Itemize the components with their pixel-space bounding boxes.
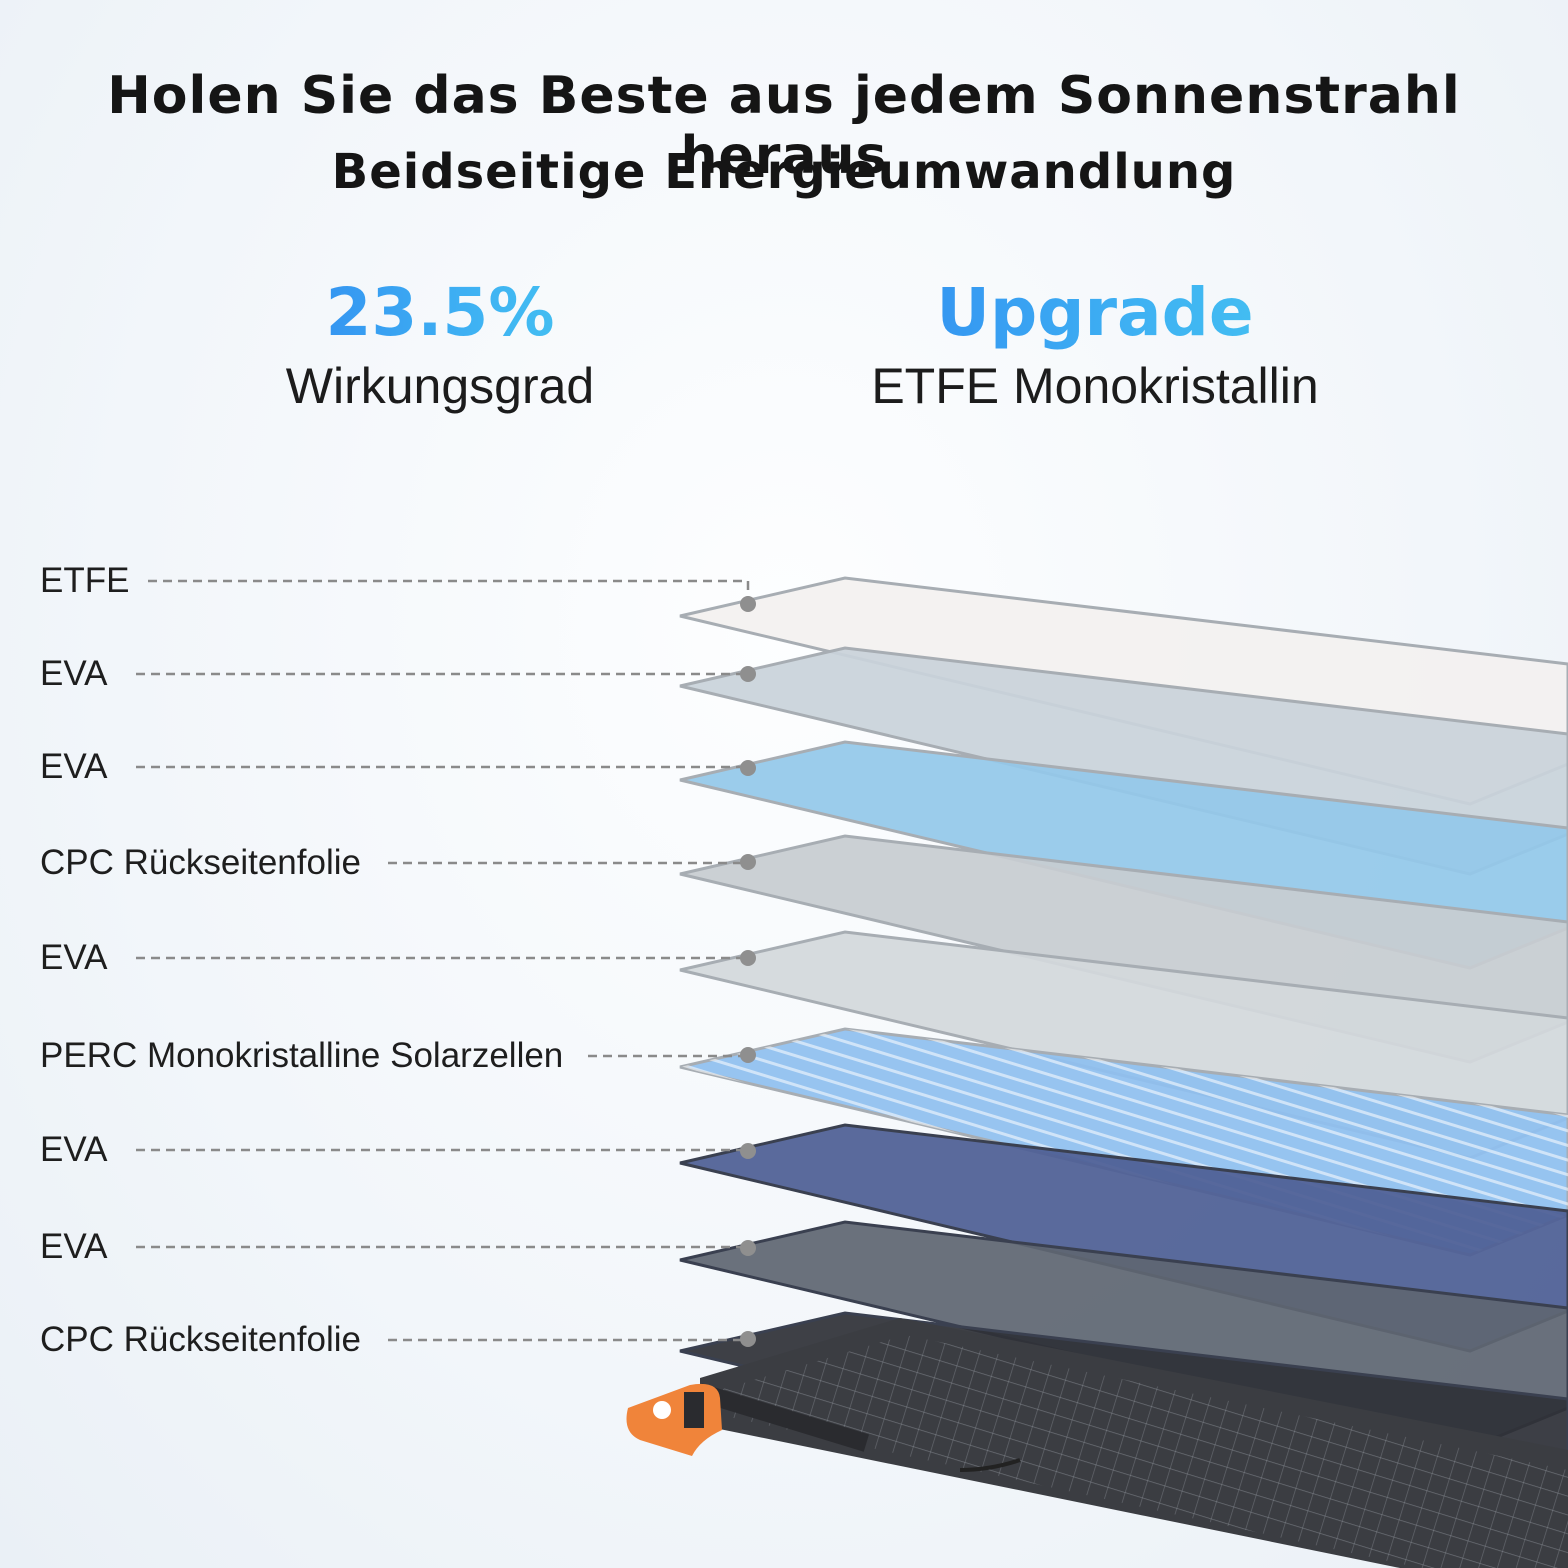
connector-dot [740, 1240, 756, 1256]
layer-label: CPC Rückseitenfolie [40, 843, 361, 882]
layer-label: EVA [40, 1130, 108, 1169]
layer-label: PERC Monokristalline Solarzellen [40, 1036, 564, 1075]
connector-dot [740, 760, 756, 776]
solar-panel-base [696, 1318, 1568, 1568]
hinge-dot-icon [653, 1401, 671, 1419]
efficiency-label: Wirkungsgrad [285, 358, 595, 414]
upgrade-value: Upgrade [810, 272, 1380, 354]
layer-label: EVA [40, 654, 108, 693]
connector-dot [740, 854, 756, 870]
connector-dot [740, 666, 756, 682]
connector-dot [740, 950, 756, 966]
layer-label: ETFE [40, 561, 130, 600]
layer-label: EVA [40, 938, 108, 977]
page-title: Holen Sie das Beste aus jedem Sonnenstra… [107, 66, 1461, 186]
orange-hinge-clip [626, 1383, 722, 1456]
connector-dot [740, 1143, 756, 1159]
efficiency-value: 23.5% [240, 272, 640, 354]
connector-dot [740, 596, 756, 612]
layer-label: EVA [40, 747, 108, 786]
upgrade-label: ETFE Monokristallin [871, 358, 1319, 414]
page-subtitle: Beidseitige Energieumwandlung [331, 144, 1237, 200]
connector-dot [740, 1331, 756, 1347]
efficiency-stat: 23.5% Wirkungsgrad [240, 272, 640, 418]
connector-dot [740, 1047, 756, 1063]
layer-label: CPC Rückseitenfolie [40, 1320, 361, 1359]
layer-label: EVA [40, 1227, 108, 1266]
upgrade-stat: Upgrade ETFE Monokristallin [810, 272, 1380, 418]
